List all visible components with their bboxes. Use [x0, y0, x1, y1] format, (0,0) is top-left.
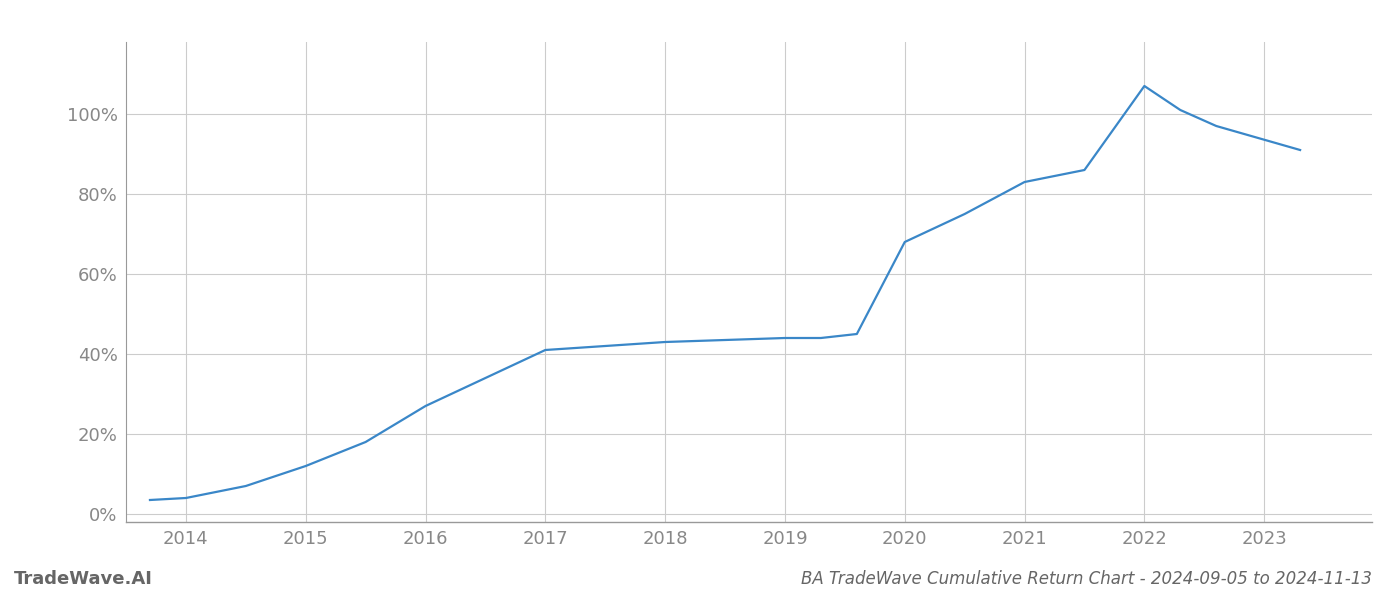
Text: BA TradeWave Cumulative Return Chart - 2024-09-05 to 2024-11-13: BA TradeWave Cumulative Return Chart - 2…	[801, 570, 1372, 588]
Text: TradeWave.AI: TradeWave.AI	[14, 570, 153, 588]
